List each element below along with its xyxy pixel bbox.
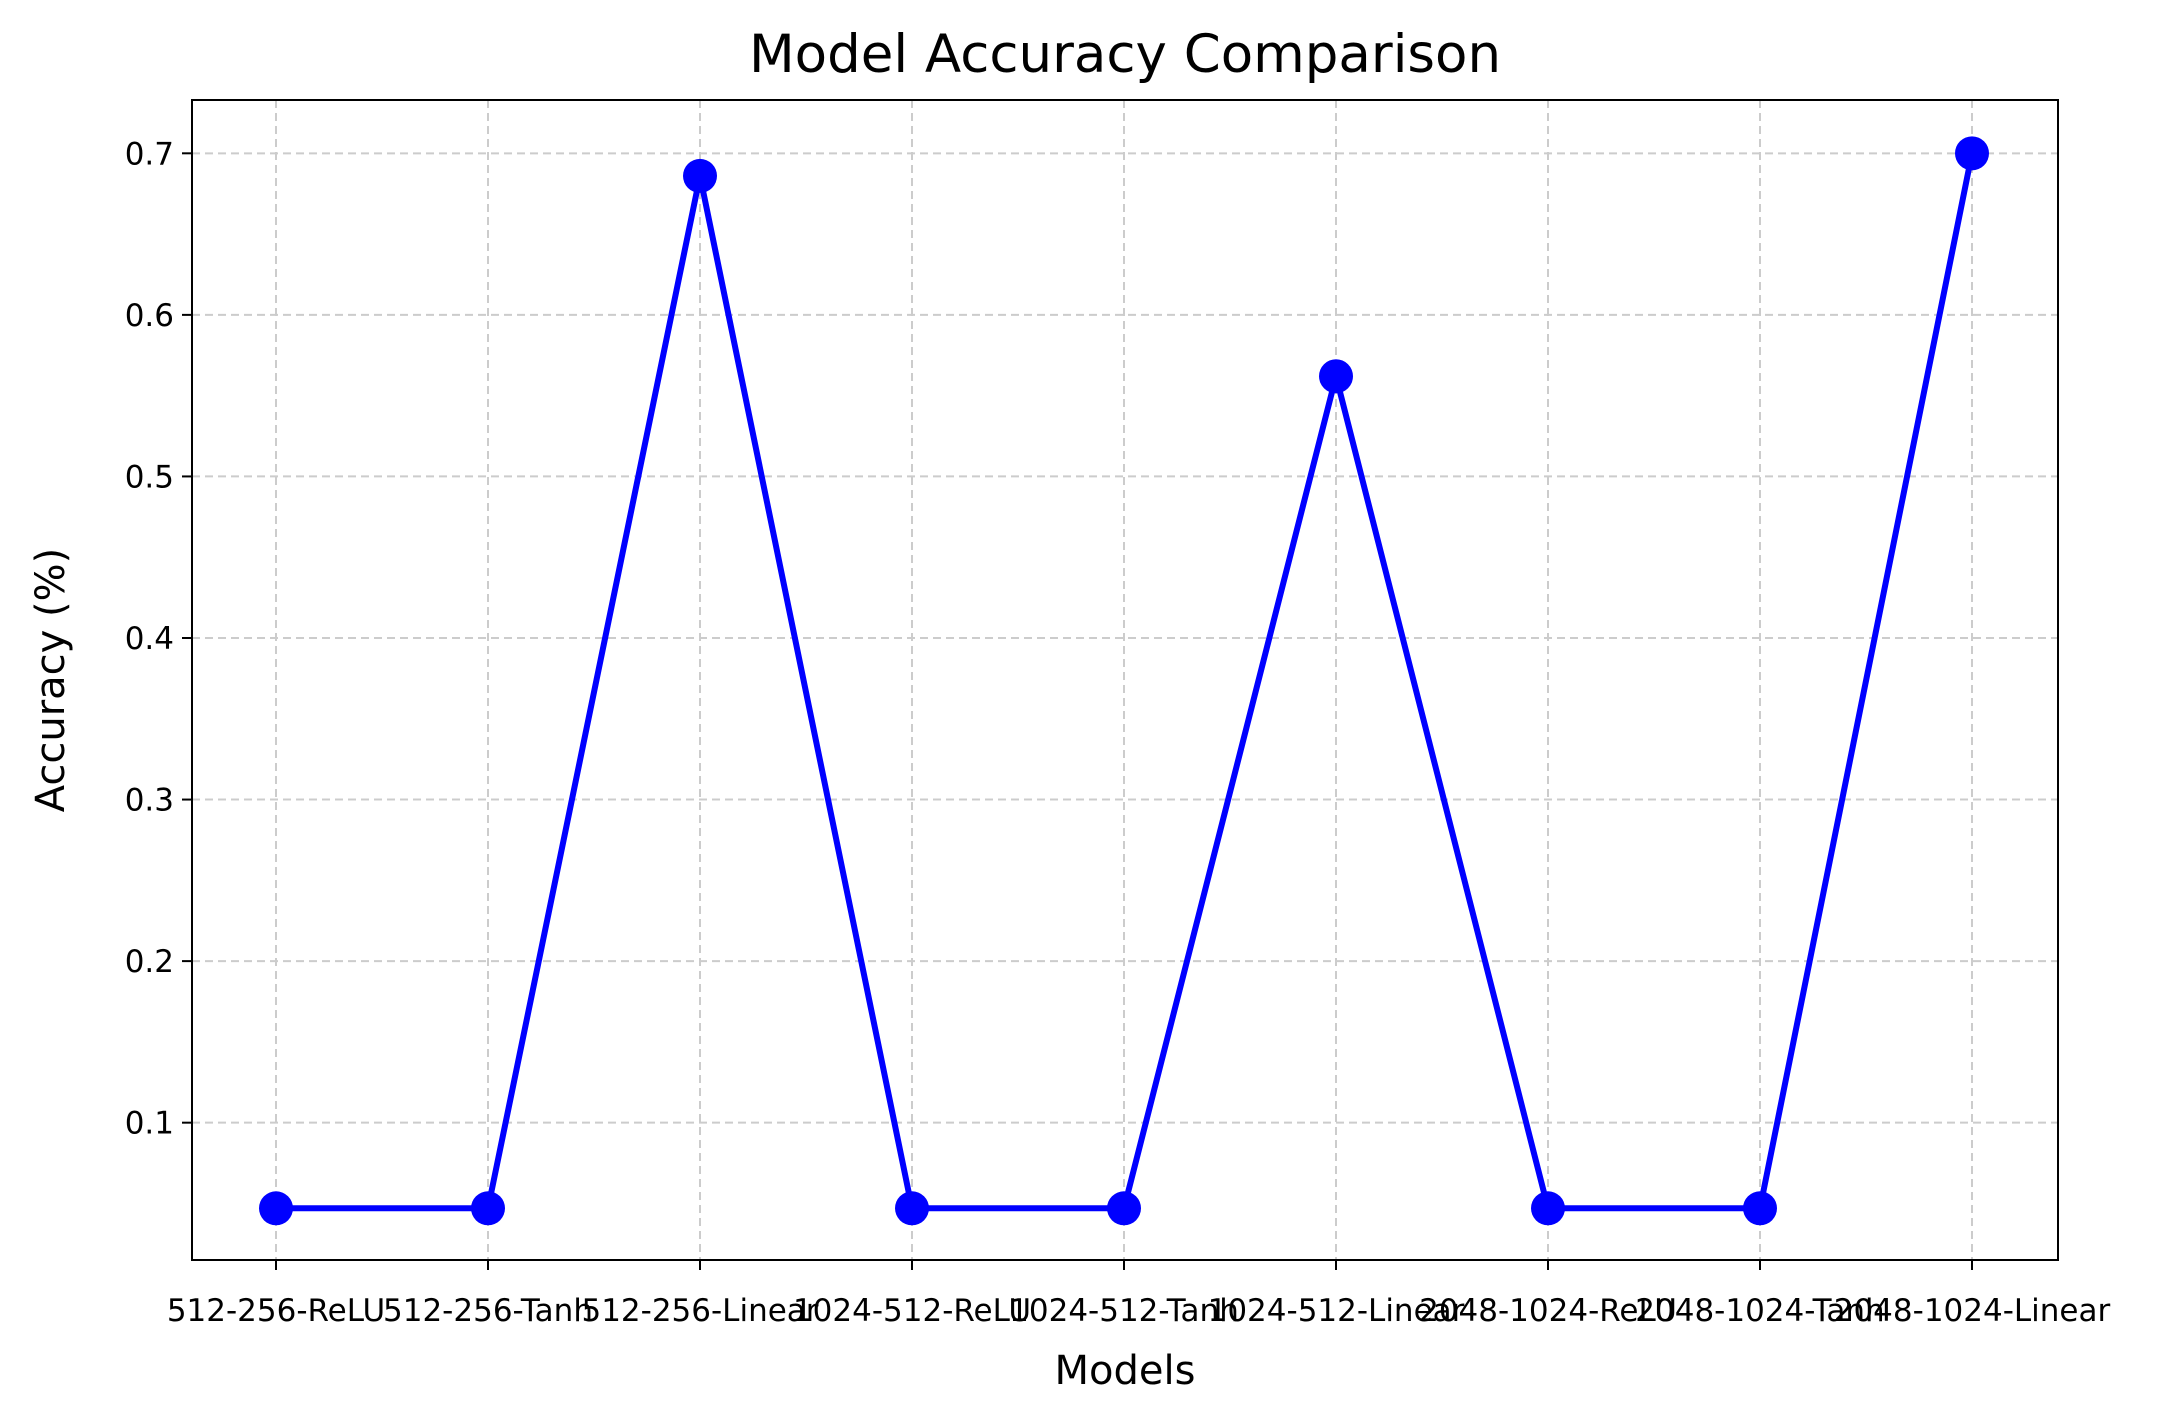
- data-point: [1743, 1191, 1777, 1226]
- data-point: [259, 1191, 293, 1226]
- data-point: [1531, 1191, 1565, 1226]
- ticks: 512-256-ReLU512-256-Tanh512-256-Linear10…: [125, 136, 2111, 1329]
- data-point: [1319, 359, 1353, 394]
- x-tick-label: 1024-512-Linear: [1208, 1293, 1465, 1329]
- series-layer: [259, 136, 1989, 1226]
- x-tick-label: 2048-1024-Tanh: [1635, 1293, 1884, 1329]
- y-axis-title: Accuracy (%): [28, 548, 74, 813]
- data-point: [895, 1191, 929, 1226]
- y-tick-label: 0.6: [125, 298, 174, 334]
- y-tick-label: 0.1: [125, 1106, 174, 1142]
- y-tick-label: 0.2: [125, 944, 174, 980]
- x-axis-title: Models: [1055, 1348, 1196, 1394]
- x-tick-label: 2048-1024-ReLU: [1419, 1293, 1677, 1329]
- x-tick-label: 512-256-Linear: [581, 1293, 818, 1329]
- y-tick-label: 0.5: [125, 459, 174, 495]
- y-tick-label: 0.4: [125, 621, 174, 657]
- grid: [192, 100, 2058, 1260]
- y-tick-label: 0.7: [125, 136, 174, 172]
- data-point: [1107, 1191, 1141, 1226]
- data-point: [471, 1191, 505, 1226]
- x-tick-label: 1024-512-Tanh: [1009, 1293, 1239, 1329]
- data-point: [1955, 136, 1989, 171]
- x-tick-label: 512-256-Tanh: [383, 1293, 593, 1329]
- x-tick-label: 512-256-ReLU: [167, 1293, 385, 1329]
- x-tick-label: 1024-512-ReLU: [793, 1293, 1031, 1329]
- chart-title: Model Accuracy Comparison: [749, 24, 1501, 85]
- data-point: [683, 158, 717, 193]
- x-tick-label: 2048-1024-Linear: [1834, 1293, 2111, 1329]
- y-tick-label: 0.3: [125, 783, 174, 819]
